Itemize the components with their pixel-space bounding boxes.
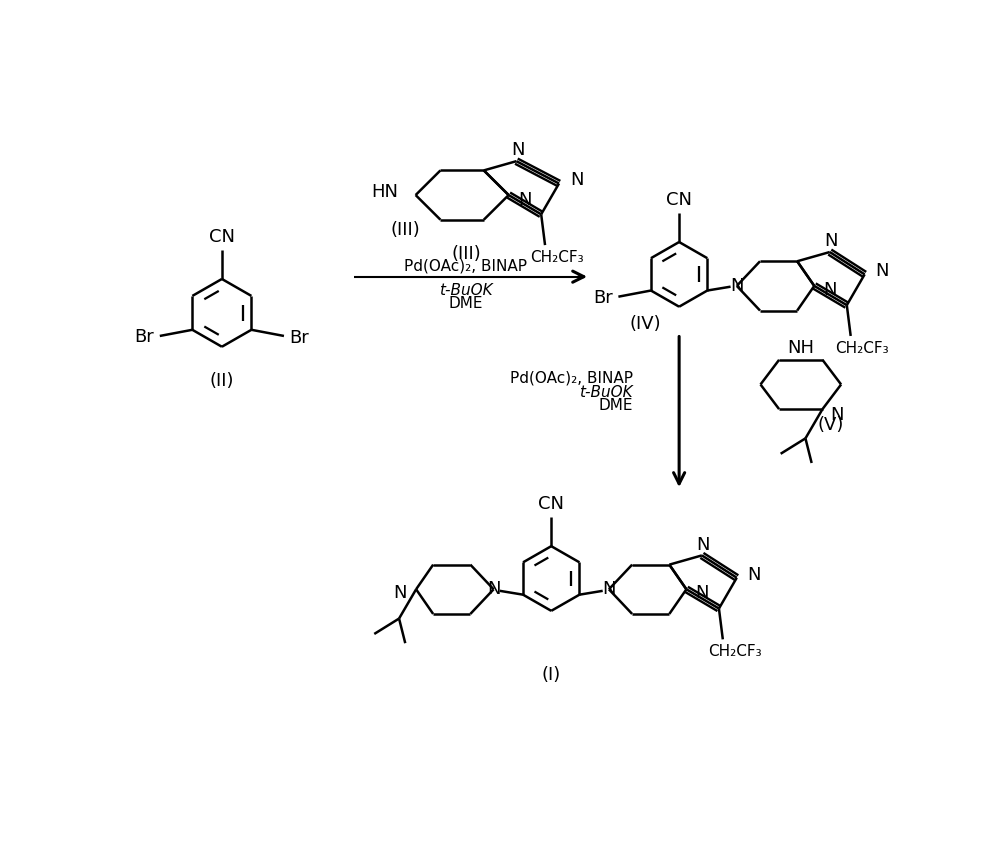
- Text: CN: CN: [538, 495, 564, 513]
- Text: N: N: [393, 584, 407, 602]
- Text: (V): (V): [817, 415, 843, 434]
- Text: N: N: [602, 580, 616, 599]
- Text: t-BuOK: t-BuOK: [439, 283, 493, 298]
- Text: N: N: [748, 565, 761, 583]
- Text: CN: CN: [666, 191, 692, 209]
- Text: N: N: [570, 171, 583, 189]
- Text: N: N: [875, 262, 889, 280]
- Text: DME: DME: [449, 296, 483, 311]
- Text: N: N: [697, 536, 710, 554]
- Text: DME: DME: [598, 398, 633, 413]
- Text: CH₂CF₃: CH₂CF₃: [708, 644, 761, 659]
- Text: NH: NH: [787, 339, 814, 357]
- Text: N: N: [511, 142, 525, 160]
- Text: t-BuOK: t-BuOK: [579, 385, 633, 400]
- Text: Br: Br: [593, 290, 613, 307]
- Text: Br: Br: [290, 329, 309, 346]
- Text: HN: HN: [372, 183, 399, 201]
- Text: CH₂CF₃: CH₂CF₃: [836, 340, 889, 356]
- Text: CH₂CF₃: CH₂CF₃: [530, 250, 583, 265]
- Text: N: N: [825, 233, 838, 250]
- Text: Pd(OAc)₂, BINAP: Pd(OAc)₂, BINAP: [404, 258, 528, 273]
- Text: N: N: [830, 407, 844, 424]
- Text: N: N: [696, 584, 709, 602]
- Text: (IV): (IV): [630, 316, 662, 334]
- Text: N: N: [730, 277, 744, 295]
- Text: (I): (I): [542, 666, 561, 683]
- Text: N: N: [518, 191, 531, 209]
- Text: Pd(OAc)₂, BINAP: Pd(OAc)₂, BINAP: [510, 371, 633, 385]
- Text: (III): (III): [451, 245, 481, 262]
- Text: N: N: [824, 281, 837, 299]
- Text: CN: CN: [209, 228, 235, 245]
- Text: (III): (III): [391, 222, 420, 239]
- Text: (II): (II): [210, 373, 234, 391]
- Text: Br: Br: [134, 329, 154, 346]
- Text: N: N: [487, 580, 500, 599]
